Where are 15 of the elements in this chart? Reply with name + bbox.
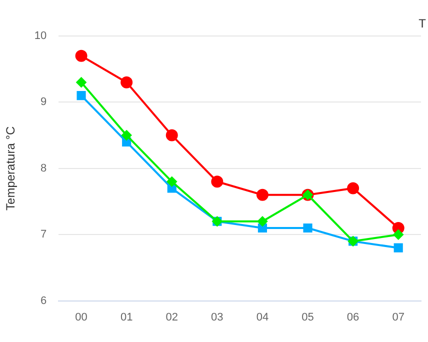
y-axis-title: Temperatura °C xyxy=(4,126,18,210)
x-tick-label: 03 xyxy=(211,311,224,324)
x-tick-label: 00 xyxy=(75,311,88,324)
y-tick-label: 9 xyxy=(40,96,47,108)
x-tick-label: 05 xyxy=(302,311,314,324)
y-tick-label: 10 xyxy=(34,30,47,42)
x-tick-label: 07 xyxy=(392,311,404,324)
y-tick-label: 8 xyxy=(40,162,47,174)
x-tick-label: 04 xyxy=(256,311,269,324)
y-tick-label: 6 xyxy=(40,294,47,307)
x-tick-label: 06 xyxy=(346,311,360,324)
y-tick-label: 7 xyxy=(40,228,47,241)
x-tick-label: 02 xyxy=(166,311,178,324)
x-tick-label: 01 xyxy=(120,311,133,324)
text: T xyxy=(418,16,427,30)
